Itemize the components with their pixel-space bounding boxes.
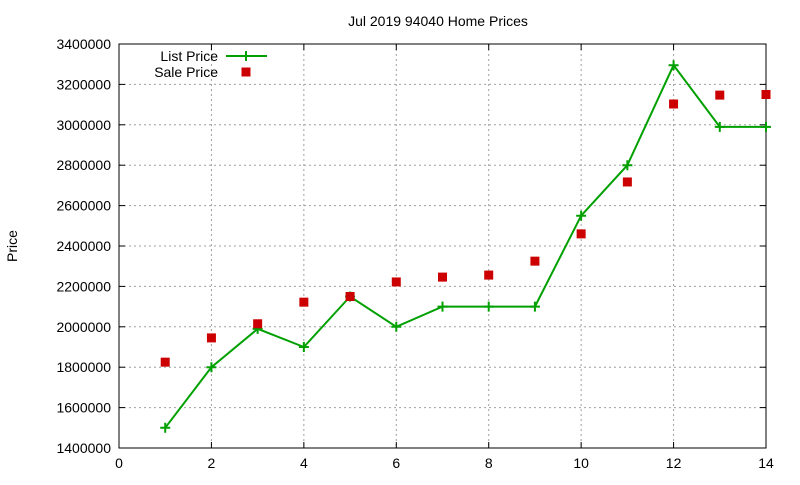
list-price-point: [622, 160, 633, 171]
x-tick-label: 4: [300, 455, 308, 471]
list-price-point: [483, 301, 494, 312]
list-price-point: [160, 422, 171, 433]
list-price-point: [576, 210, 587, 221]
list-price-point: [391, 321, 402, 332]
legend-marker: [241, 51, 251, 61]
series: [160, 60, 771, 433]
list-price-point: [714, 121, 725, 132]
grid: [119, 44, 766, 448]
y-tick-label: 1800000: [56, 359, 111, 375]
list-price-line: [164, 63, 766, 429]
sale-price-point: [761, 90, 771, 99]
sale-price-point: [715, 90, 725, 100]
legend-label: Sale Price: [154, 64, 218, 80]
sale-price-point: [391, 277, 401, 287]
y-tick-label: 3400000: [56, 36, 111, 52]
sale-price-point: [253, 319, 263, 329]
y-tick-label: 2000000: [56, 319, 111, 335]
list-price-point: [529, 301, 540, 312]
sale-price-point: [576, 229, 586, 239]
x-tick-label: 12: [666, 455, 682, 471]
x-tick-label: 6: [392, 455, 400, 471]
sale-price-point: [530, 256, 540, 266]
legend-marker: [241, 67, 251, 77]
y-tick-label: 2200000: [56, 278, 111, 294]
x-tick-label: 0: [115, 455, 123, 471]
list-price-point: [298, 342, 309, 352]
x-tick-label: 10: [573, 455, 589, 471]
sale-price-point: [669, 99, 679, 109]
sale-price-point: [484, 270, 494, 280]
sale-price-point: [622, 177, 632, 187]
sale-price-point: [438, 272, 447, 282]
x-tick-label: 14: [758, 455, 774, 471]
y-tick-label: 3000000: [56, 117, 111, 133]
plot-frame: [118, 43, 767, 449]
x-tick-label: 2: [208, 455, 216, 471]
y-tick-label: 2600000: [56, 198, 111, 214]
list-price-point: [437, 301, 448, 312]
y-tick-label: 2400000: [56, 238, 111, 254]
sale-price-point: [160, 357, 170, 367]
list-price-point: [668, 60, 679, 71]
y-tick-label: 1400000: [56, 440, 111, 456]
sale-price-point: [299, 297, 309, 307]
sale-price-point: [345, 292, 355, 301]
y-tick-label: 1600000: [56, 400, 111, 416]
ticks: 0 2 4 6 8 10 12 14 1400000 1600000 1800000 2000000 2…: [56, 36, 774, 471]
legend-label: List Price: [160, 48, 218, 64]
x-tick-label: 8: [485, 455, 493, 471]
chart-title: Jul 2019 94040 Home Prices: [348, 13, 528, 29]
list-price-point: [761, 121, 771, 132]
y-axis-label: Price: [4, 230, 20, 262]
list-price-point: [206, 362, 217, 373]
y-tick-label: 2800000: [56, 157, 111, 173]
sale-price-point: [206, 333, 216, 343]
y-tick-label: 3200000: [56, 76, 111, 92]
